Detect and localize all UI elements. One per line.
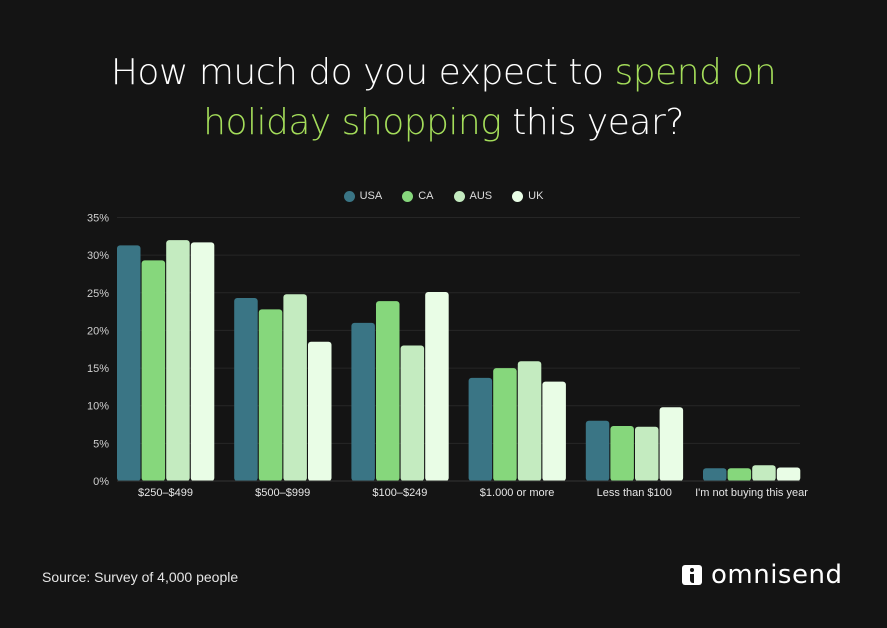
bar-uk (542, 381, 566, 481)
title-highlight-1: spend on (614, 52, 777, 93)
legend: USA CA AUS UK (0, 190, 887, 202)
x-tick-label: $1.000 or more (480, 487, 555, 499)
bar-usa (468, 377, 493, 481)
bar-aus (283, 294, 307, 481)
y-tick-label: 25% (87, 288, 109, 300)
y-tick-label: 15% (87, 363, 109, 375)
bar-ca (376, 301, 400, 481)
bar-aus (400, 345, 425, 481)
omnisend-logo-icon (682, 565, 702, 585)
legend-label: USA (359, 190, 383, 202)
bar-usa (117, 245, 141, 481)
x-tick-label: I'm not buying this year (695, 487, 808, 499)
bar-usa (351, 322, 375, 481)
bar-uk (190, 242, 215, 481)
title-highlight-2: holiday shopping (203, 102, 502, 143)
x-tick-label: $250–$499 (138, 487, 193, 499)
bar-ca (610, 426, 634, 481)
source-note: Source: Survey of 4,000 people (42, 569, 239, 585)
bar-aus (635, 426, 659, 481)
bar-ca (493, 368, 517, 481)
bar-ca (141, 260, 166, 481)
legend-item-uk: UK (512, 190, 543, 202)
bar-usa (703, 468, 727, 481)
bar-ca (258, 309, 283, 481)
x-tick-label: Less than $100 (597, 487, 672, 499)
legend-label: CA (418, 190, 434, 202)
y-tick-label: 5% (93, 438, 109, 450)
legend-swatch (512, 190, 524, 202)
legend-item-ca: CA (402, 190, 434, 202)
legend-label: UK (528, 190, 544, 202)
bar-uk (425, 292, 449, 481)
legend-item-aus: AUS (453, 190, 493, 202)
legend-label: AUS (469, 190, 493, 202)
chart-title: How much do you expect to spend on holid… (0, 48, 887, 148)
bar-usa (234, 298, 258, 481)
y-tick-label: 20% (87, 325, 109, 337)
y-tick-label: 35% (87, 213, 109, 225)
y-tick-label: 10% (87, 401, 109, 413)
brand-logo: omnisend (682, 562, 842, 588)
bar-uk (659, 407, 684, 481)
legend-swatch (402, 190, 414, 202)
y-tick-label: 30% (87, 250, 109, 262)
bar-ca (727, 468, 752, 481)
x-tick-label: $500–$999 (255, 487, 310, 499)
legend-swatch (453, 190, 465, 202)
bar-aus (752, 465, 776, 481)
legend-swatch (343, 190, 355, 202)
bar-uk (308, 341, 332, 481)
bar-usa (585, 420, 610, 481)
legend-item-usa: USA (343, 190, 383, 202)
y-tick-label: 0% (93, 476, 109, 488)
bar-aus (166, 240, 190, 481)
bar-uk (776, 467, 801, 481)
title-part-2: this year? (501, 102, 684, 143)
title-part-1: How much do you expect to (110, 52, 615, 93)
x-tick-label: $100–$249 (372, 487, 427, 499)
brand-name: omnisend (711, 560, 843, 590)
bar-aus (517, 361, 542, 481)
